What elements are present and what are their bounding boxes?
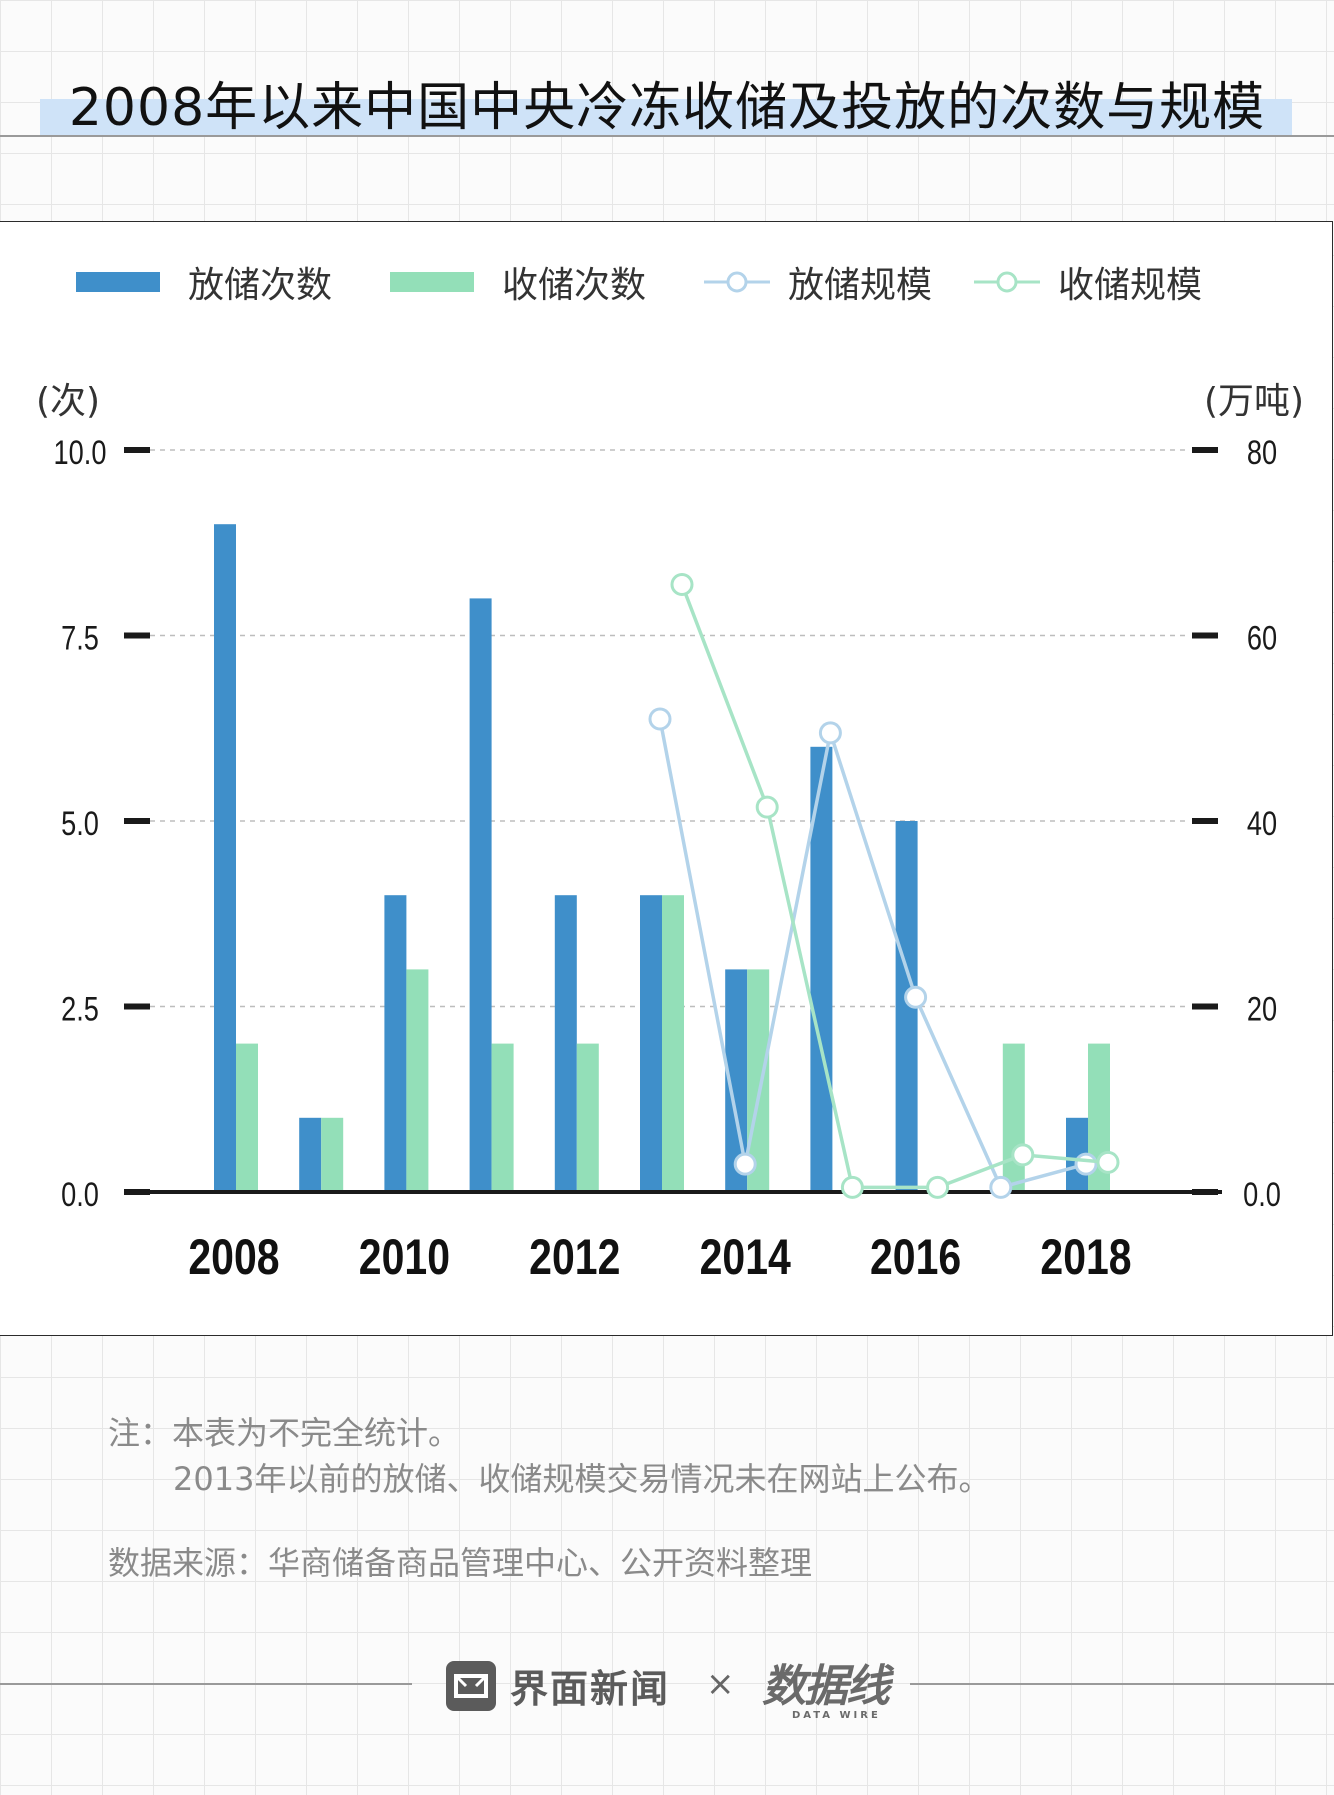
footer: 界面新闻 × 数据线 DATA WIRE xyxy=(0,1650,1334,1721)
footer-rule-left xyxy=(0,1683,412,1685)
legend-item-release-count: 放储次数 xyxy=(76,256,332,308)
left-tick-label: 2.5 xyxy=(61,990,99,1029)
bar-release-count-2011 xyxy=(469,598,492,1192)
x-tick-label-2018: 2018 xyxy=(1040,1229,1131,1285)
bar-purchase-count-2012 xyxy=(576,1043,599,1192)
left-tick-label: 7.5 xyxy=(61,619,99,658)
point-release-scale-2015 xyxy=(818,721,842,745)
datawire-logo: 数据线 DATA WIRE xyxy=(762,1650,890,1721)
point-purchase-scale-2014 xyxy=(755,795,779,819)
jiemian-logo-text: 界面新闻 xyxy=(510,1667,671,1711)
line-release-scale xyxy=(658,718,1087,1190)
bar-release-count-2009 xyxy=(299,1117,322,1192)
bar-release-count-2010 xyxy=(384,895,407,1192)
legend-item-purchase-count: 收储次数 xyxy=(390,256,646,308)
right-axis-unit: (万吨) xyxy=(1204,381,1305,422)
chart-title: 2008年以来中国中央冷冻收储及投放的次数与规模 xyxy=(68,78,1266,138)
right-tick-label: 40 xyxy=(1247,804,1277,843)
x-tick-label-2012: 2012 xyxy=(529,1229,620,1285)
title-rule xyxy=(0,135,1334,137)
point-purchase-scale-2013 xyxy=(670,572,694,596)
left-tick-label: 10.0 xyxy=(54,433,107,472)
bar-purchase-count-2009 xyxy=(321,1117,344,1192)
legend-label-release-count: 放储次数 xyxy=(188,265,333,306)
datawire-logo-subtext: DATA WIRE xyxy=(792,1710,881,1721)
x-tick-label-2014: 2014 xyxy=(700,1229,792,1285)
jiemian-logo-icon xyxy=(446,1660,496,1711)
legend-item-release-scale: 放储规模 xyxy=(704,256,932,308)
chart-panel: 0.0 0.0 2.5 20 5.0 40 7.5 60 10.0 80 2008 2010 2012 2… xyxy=(0,221,1333,1336)
point-release-scale-2017 xyxy=(989,1175,1013,1199)
bar-purchase-count-2011 xyxy=(491,1043,514,1192)
jiemian-logo: 界面新闻 xyxy=(446,1658,670,1713)
datawire-logo-text: 数据线 xyxy=(762,1661,890,1712)
right-tick-label: 0.0 xyxy=(1243,1175,1281,1214)
bar-release-count-2016 xyxy=(895,821,918,1192)
footer-rule-right xyxy=(910,1683,1334,1685)
note-line-1: 注：本表为不完全统计。 xyxy=(108,1414,461,1452)
legend-label-release-scale: 放储规模 xyxy=(788,265,933,306)
title-highlight xyxy=(40,99,1292,137)
bar-purchase-count-2014 xyxy=(747,969,770,1192)
point-release-scale-2018 xyxy=(1074,1152,1098,1176)
point-release-scale-2014 xyxy=(733,1152,757,1176)
bar-release-count-2012 xyxy=(554,895,577,1192)
point-purchase-scale-2015 xyxy=(840,1175,864,1199)
title-block: 2008年以来中国中央冷冻收储及投放的次数与规模 xyxy=(0,55,1334,155)
legend-item-purchase-scale: 收储规模 xyxy=(974,256,1202,308)
point-release-scale-2013 xyxy=(648,707,672,731)
point-purchase-scale-2016 xyxy=(926,1175,950,1199)
notes: 注：本表为不完全统计。 2013年以前的放储、收储规模交易情况未在网站上公布。 xyxy=(108,1410,990,1502)
bar-release-count-2014 xyxy=(725,969,748,1192)
point-release-scale-2016 xyxy=(904,985,928,1009)
bar-purchase-count-2017 xyxy=(1002,1043,1025,1192)
left-tick-label: 0.0 xyxy=(61,1175,99,1214)
left-tick-label: 5.0 xyxy=(61,804,99,843)
right-tick-label: 80 xyxy=(1247,433,1277,472)
data-source: 数据来源：华商储备商品管理中心、公开资料整理 xyxy=(108,1544,813,1582)
bar-purchase-count-2008 xyxy=(236,1043,258,1192)
legend-label-purchase-scale: 收储规模 xyxy=(1058,265,1203,306)
legend-swatch-release-count xyxy=(76,272,160,292)
x-tick-label-2016: 2016 xyxy=(870,1229,961,1285)
point-purchase-scale-2018 xyxy=(1096,1150,1120,1174)
note-line-2: 2013年以前的放储、收储规模交易情况未在网站上公布。 xyxy=(173,1460,991,1498)
legend-swatch-purchase-count xyxy=(390,272,475,292)
line-purchase-scale xyxy=(680,583,1109,1190)
bar-release-count-2013 xyxy=(640,895,662,1192)
right-tick-label: 60 xyxy=(1247,619,1277,658)
legend-swatch-purchase-scale xyxy=(974,271,1041,293)
bar-release-count-2008 xyxy=(214,524,236,1192)
legend-label-purchase-count: 收储次数 xyxy=(502,265,647,306)
legend: 放储次数 收储次数 放储规模 收储规模 xyxy=(76,262,1202,306)
x-tick-label-2008: 2008 xyxy=(188,1229,279,1285)
collab-times: × xyxy=(706,1664,735,1704)
x-tick-label-2010: 2010 xyxy=(359,1229,450,1285)
left-axis-unit: (次) xyxy=(36,381,101,422)
bar-purchase-count-2010 xyxy=(406,969,429,1192)
point-purchase-scale-2017 xyxy=(1011,1143,1035,1167)
legend-swatch-release-scale xyxy=(704,271,771,293)
chart-svg: 0.0 0.0 2.5 20 5.0 40 7.5 60 10.0 80 2008 2010 2012 2… xyxy=(54,433,1281,1285)
right-tick-label: 20 xyxy=(1247,990,1277,1029)
bar-purchase-count-2013 xyxy=(662,895,684,1192)
